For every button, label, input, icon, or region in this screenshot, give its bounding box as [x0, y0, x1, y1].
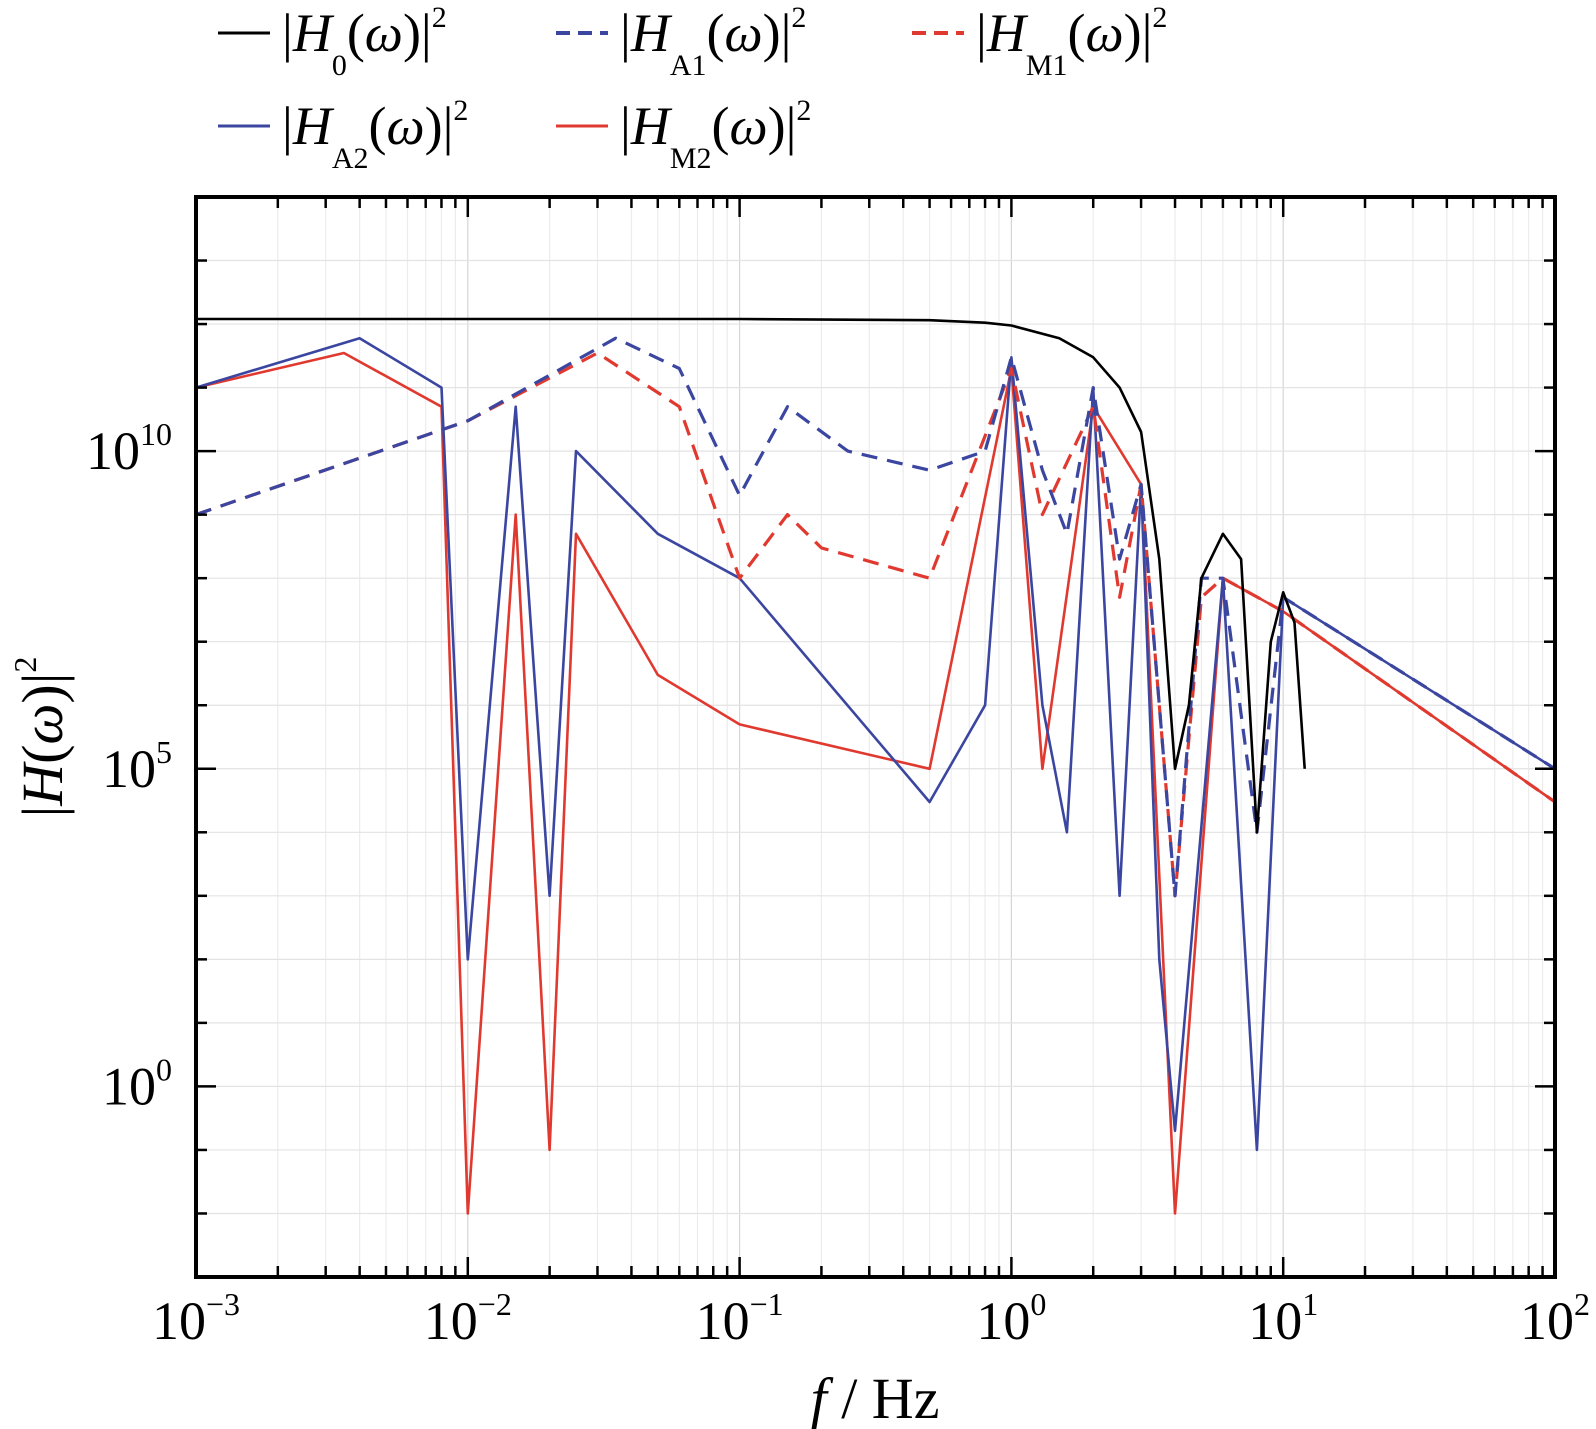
- grid-lines: [195, 196, 1555, 1278]
- series-line-0: [196, 317, 1306, 834]
- legend-label: |H0(ω)|2: [282, 1, 447, 82]
- tick-label: 101: [1248, 1286, 1318, 1351]
- legend-item-0: |H0(ω)|2: [218, 1, 447, 82]
- series-line-a1: [196, 336, 1555, 898]
- legend-label: |HA2(ω)|2: [282, 94, 468, 175]
- y-axis-label: |H(ω)|2: [7, 657, 75, 818]
- tick-labels: 10−3 10−2 10−1 100 101 102 100 105 1010: [86, 416, 1590, 1351]
- tick-label: 100: [976, 1286, 1046, 1351]
- legend-item-m2: |HM2(ω)|2: [556, 94, 811, 175]
- legend-label: |HM1(ω)|2: [976, 1, 1167, 82]
- plot-frame: [194, 195, 1557, 1279]
- tick-label: 100: [102, 1051, 172, 1116]
- legend: |H0(ω)|2 |HA1(ω)|2 |HM1(ω)|2 |HA2(ω)|2 |HM2(…: [218, 1, 1167, 175]
- legend-item-m1: |HM1(ω)|2: [912, 1, 1167, 82]
- series-layer: [196, 317, 1555, 1215]
- legend-item-a2: |HA2(ω)|2: [218, 94, 468, 175]
- series-line-m1: [196, 351, 1555, 898]
- series-line-a2: [196, 336, 1555, 1152]
- legend-label: |HA1(ω)|2: [620, 1, 806, 82]
- x-axis-label: f / Hz: [811, 1366, 940, 1429]
- legend-item-a1: |HA1(ω)|2: [556, 1, 806, 82]
- tick-label: 102: [1520, 1286, 1590, 1351]
- tick-label: 10−2: [424, 1286, 512, 1351]
- tick-label: 10−3: [152, 1286, 240, 1351]
- legend-label: |HM2(ω)|2: [620, 94, 811, 175]
- axis-ticks: [194, 195, 1555, 1279]
- tick-label: 10−1: [696, 1286, 784, 1351]
- tick-label: 105: [102, 734, 172, 799]
- tick-label: 1010: [86, 416, 172, 481]
- series-line-m2: [196, 351, 1555, 1215]
